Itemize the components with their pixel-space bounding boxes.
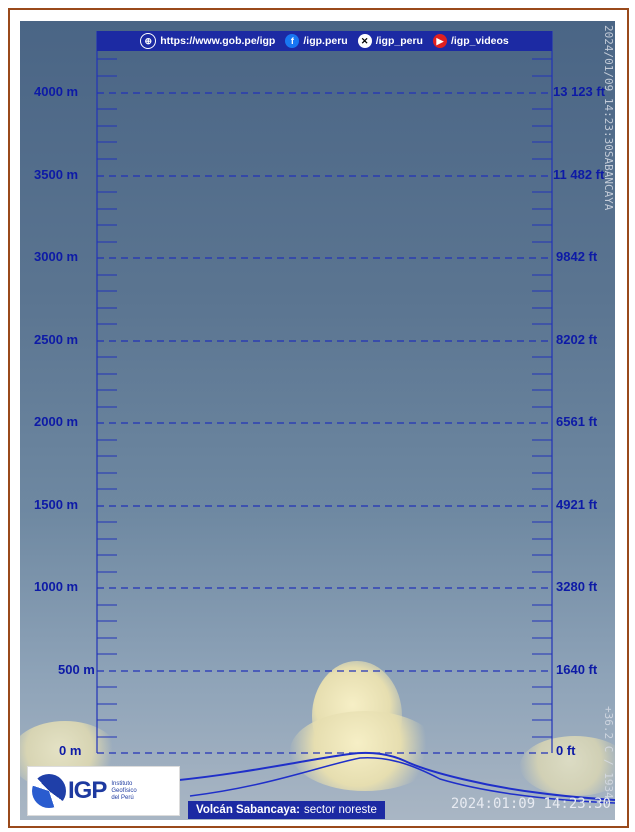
right-scale-label: 13 123 ft bbox=[553, 84, 606, 99]
left-scale-label: 0 m bbox=[59, 743, 82, 758]
mountain-outline bbox=[169, 751, 615, 801]
x-icon: ✕ bbox=[357, 34, 372, 48]
left-scale-label: 500 m bbox=[58, 662, 95, 677]
x-link[interactable]: ✕ /igp_peru bbox=[357, 34, 423, 48]
right-scale-label: 11 482 ft bbox=[553, 167, 605, 182]
height-scale bbox=[96, 31, 615, 804]
left-scale-label: 1500 m bbox=[34, 497, 79, 512]
right-cloud bbox=[520, 736, 615, 796]
left-scale-label: 3500 m bbox=[34, 167, 79, 182]
timestamp: 2024:01:09 14:23:30 bbox=[450, 796, 611, 812]
right-scale-label: 3280 ft bbox=[556, 579, 598, 594]
left-scale-label: 1000 m bbox=[34, 579, 79, 594]
facebook-link[interactable]: f /igp.peru bbox=[285, 34, 348, 48]
left-scale-label: 2500 m bbox=[34, 332, 79, 347]
youtube-icon: ▶ bbox=[432, 34, 447, 48]
right-scale-label: 4921 ft bbox=[556, 497, 598, 512]
camera-view: ⊕ https://www.gob.pe/igp f /igp.peru ✕ /… bbox=[20, 21, 615, 820]
camera-sector: sector noreste bbox=[303, 804, 377, 816]
left-scale-label: 3000 m bbox=[34, 249, 79, 264]
igp-logo-subtitle: Instituto Geofísico del Perú bbox=[111, 780, 137, 801]
volcano-name: Volcán Sabancaya: bbox=[196, 804, 300, 816]
globe-icon: ⊕ bbox=[140, 33, 157, 49]
plume-cloud-lower bbox=[290, 711, 440, 791]
right-scale-label: 9842 ft bbox=[556, 249, 598, 264]
igp-logo-mark-icon bbox=[32, 774, 66, 808]
website-link[interactable]: ⊕ https://www.gob.pe/igp bbox=[140, 33, 275, 49]
youtube-link[interactable]: ▶ /igp_videos bbox=[432, 34, 509, 48]
right-scale-label: 1640 ft bbox=[556, 662, 598, 677]
right-scale-label: 6561 ft bbox=[556, 414, 598, 429]
facebook-icon: f bbox=[285, 34, 300, 48]
vertical-temperature-overlay: +36.2 C / 1934 bbox=[602, 706, 615, 799]
left-scale-label: 4000 m bbox=[34, 84, 79, 99]
igp-logo-text: IGP bbox=[68, 777, 107, 804]
right-scale-label: 0 ft bbox=[556, 743, 576, 758]
left-scale-label: 2000 m bbox=[34, 414, 79, 429]
social-links-bar: ⊕ https://www.gob.pe/igp f /igp.peru ✕ /… bbox=[97, 31, 552, 51]
igp-logo: IGP Instituto Geofísico del Perú bbox=[27, 766, 180, 816]
camera-caption: Volcán Sabancaya: sector noreste bbox=[188, 801, 385, 819]
vertical-timestamp-overlay: 2024/01/09 14:23:30SABANCAYA bbox=[602, 25, 615, 211]
right-scale-label: 8202 ft bbox=[556, 332, 598, 347]
